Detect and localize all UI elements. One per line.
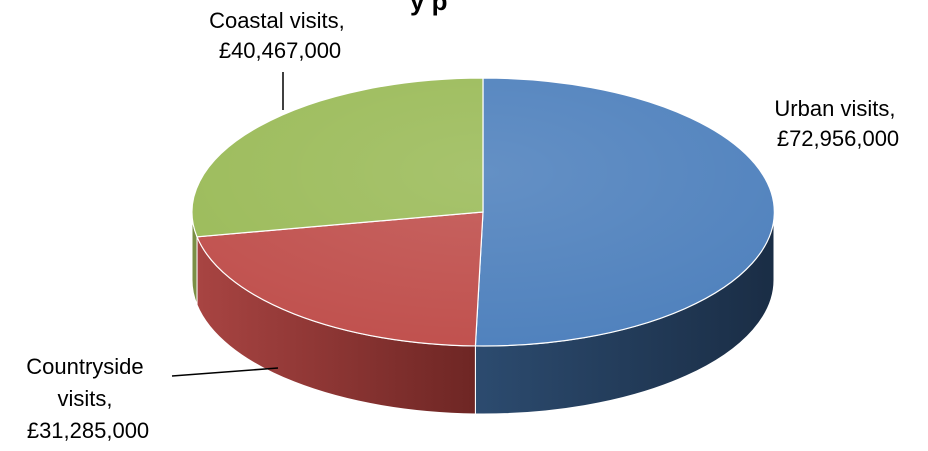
label-urban-name: Urban visits, xyxy=(774,96,895,121)
leader-line-countryside xyxy=(171,367,279,377)
label-countryside: Countryside visits, £31,285,000 xyxy=(26,354,150,443)
label-coastal-name: Coastal visits, xyxy=(209,8,345,33)
label-countryside-name: Countryside xyxy=(26,354,143,379)
label-urban: Urban visits, £72,956,000 xyxy=(774,96,901,151)
chart-title: y p xyxy=(410,0,448,16)
label-coastal: Coastal visits, £40,467,000 xyxy=(209,8,351,63)
pie-tops xyxy=(191,77,775,347)
label-countryside-word: visits, xyxy=(57,386,112,411)
pie-slice-coastal-visits xyxy=(191,77,484,238)
label-countryside-value: £31,285,000 xyxy=(27,418,149,443)
label-coastal-value: £40,467,000 xyxy=(219,38,341,63)
label-urban-value: £72,956,000 xyxy=(777,126,899,151)
